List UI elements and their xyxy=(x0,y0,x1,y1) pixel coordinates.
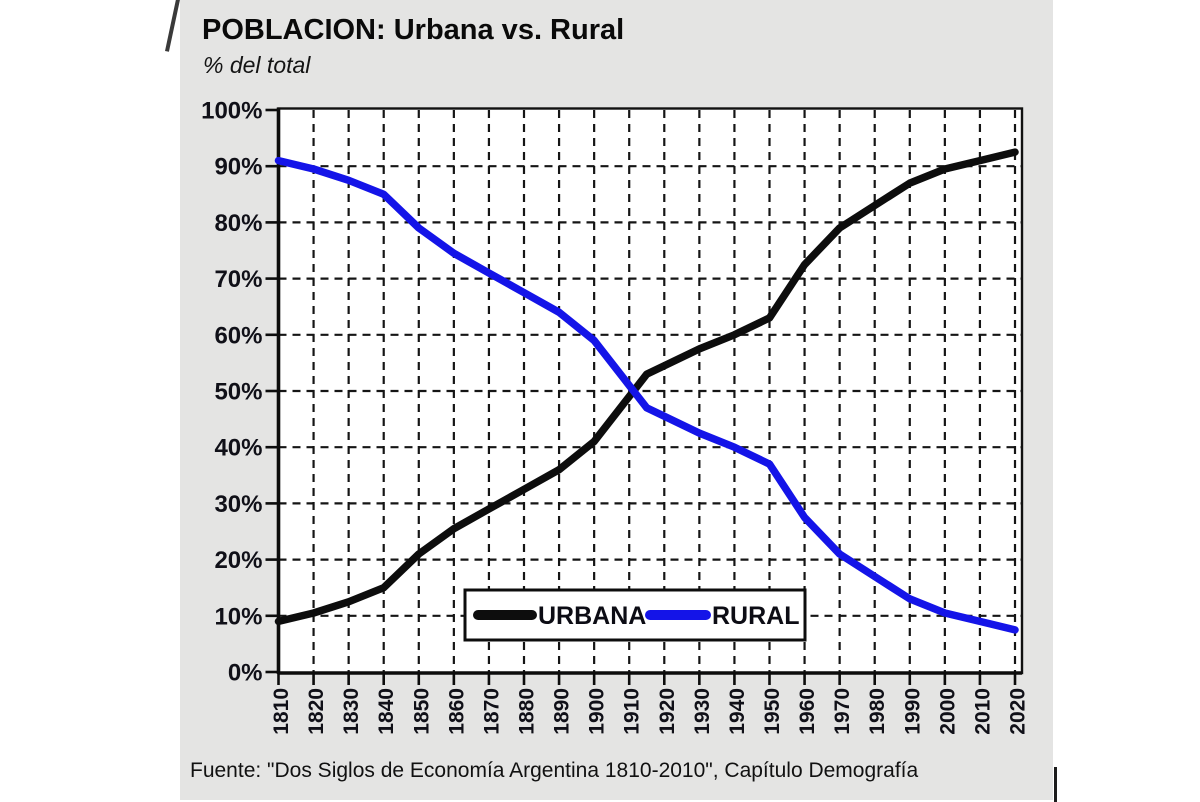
y-tick-label: 20% xyxy=(214,547,262,574)
x-tick-label: 1940 xyxy=(726,688,749,735)
x-tick-label: 1880 xyxy=(516,688,539,735)
x-tick-label: 1910 xyxy=(621,688,644,735)
y-tick-label: 0% xyxy=(228,660,263,687)
x-tick-label: 2000 xyxy=(936,688,959,735)
y-tick-label: 10% xyxy=(214,603,262,630)
x-tick-label: 1980 xyxy=(866,688,889,735)
x-tick-label: 1870 xyxy=(480,688,503,735)
y-tick-label: 100% xyxy=(201,98,262,125)
y-tick-label: 30% xyxy=(214,491,262,518)
x-tick-label: 1950 xyxy=(761,688,784,735)
y-tick-label: 60% xyxy=(214,322,262,349)
x-axis-labels: 1810 1820 1830 1840 1850 1860 1870 1880 1890 1900… xyxy=(270,688,1030,735)
y-tick-label: 90% xyxy=(214,154,262,181)
legend-label-urbana: URBANA xyxy=(538,602,646,630)
y-tick-label: 70% xyxy=(214,266,262,293)
y-tick-label: 40% xyxy=(214,435,262,462)
x-tick-label: 1860 xyxy=(445,688,468,735)
y-tick-label: 50% xyxy=(214,379,262,406)
x-tick-label: 1890 xyxy=(551,688,574,735)
axis-ticks xyxy=(265,108,1017,685)
y-axis-labels: 0% 10% 20% 30% 40% 50% 60% 70% 80% 90% 100% xyxy=(201,98,262,687)
gridlines xyxy=(278,110,1022,672)
data-series xyxy=(274,148,1019,634)
x-tick-label: 1840 xyxy=(375,688,398,735)
y-tick-label: 80% xyxy=(214,210,262,237)
legend: URBANA RURAL xyxy=(463,588,807,642)
scan-edge-artifact-right xyxy=(1054,767,1057,802)
chart-subtitle: % del total xyxy=(203,52,311,78)
x-tick-label: 1820 xyxy=(305,688,328,735)
x-tick-label: 1850 xyxy=(410,688,433,735)
rural-line xyxy=(274,156,1019,634)
urbana-line xyxy=(274,148,1019,626)
x-tick-label: 1960 xyxy=(796,688,819,735)
x-tick-label: 1970 xyxy=(831,688,854,735)
x-tick-label: 2020 xyxy=(1007,688,1030,735)
x-tick-label: 1990 xyxy=(901,688,924,735)
x-tick-label: 2010 xyxy=(971,688,994,735)
x-tick-label: 1810 xyxy=(270,688,293,735)
chart-title: POBLACION: Urbana vs. Rural xyxy=(202,14,625,46)
x-tick-label: 1930 xyxy=(691,688,714,735)
source-caption: Fuente: "Dos Siglos de Economía Argentin… xyxy=(190,759,919,782)
x-tick-label: 1920 xyxy=(656,688,679,735)
x-tick-label: 1830 xyxy=(340,688,363,735)
legend-label-rural: RURAL xyxy=(712,602,800,630)
x-tick-label: 1900 xyxy=(586,688,609,735)
